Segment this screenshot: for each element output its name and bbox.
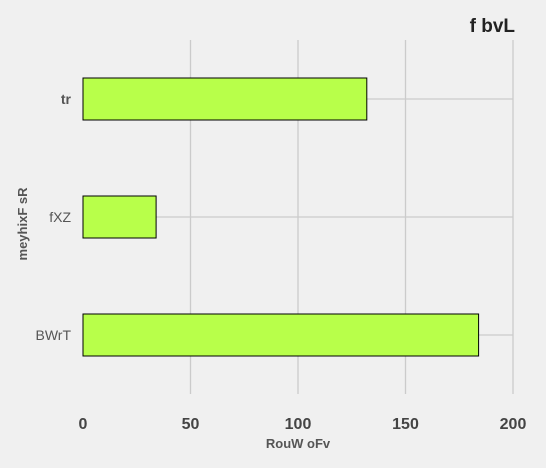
x-axis-label: RouW oFv [266, 436, 331, 451]
y-tick-label-2: BWrT [35, 327, 71, 343]
x-tick-label-0: 0 [79, 416, 88, 433]
bar-1 [82, 195, 157, 239]
x-tick-label-1: 50 [182, 416, 200, 433]
y-tick-label-1: fXZ [49, 209, 71, 225]
x-tick-label-2: 100 [285, 416, 312, 433]
y-tick-label-0: tr [61, 91, 72, 107]
x-tick-label-4: 200 [500, 416, 527, 433]
bars [82, 77, 480, 357]
bar-0 [82, 77, 368, 121]
x-tick-labels: 0 50 100 150 200 [79, 416, 527, 433]
y-axis-label: meyhixF sR [15, 187, 30, 261]
y-tick-labels: tr fXZ BWrT [35, 91, 71, 343]
bar-2 [82, 313, 480, 357]
x-tick-label-3: 150 [392, 416, 419, 433]
chart-title: f bvL [470, 16, 516, 37]
